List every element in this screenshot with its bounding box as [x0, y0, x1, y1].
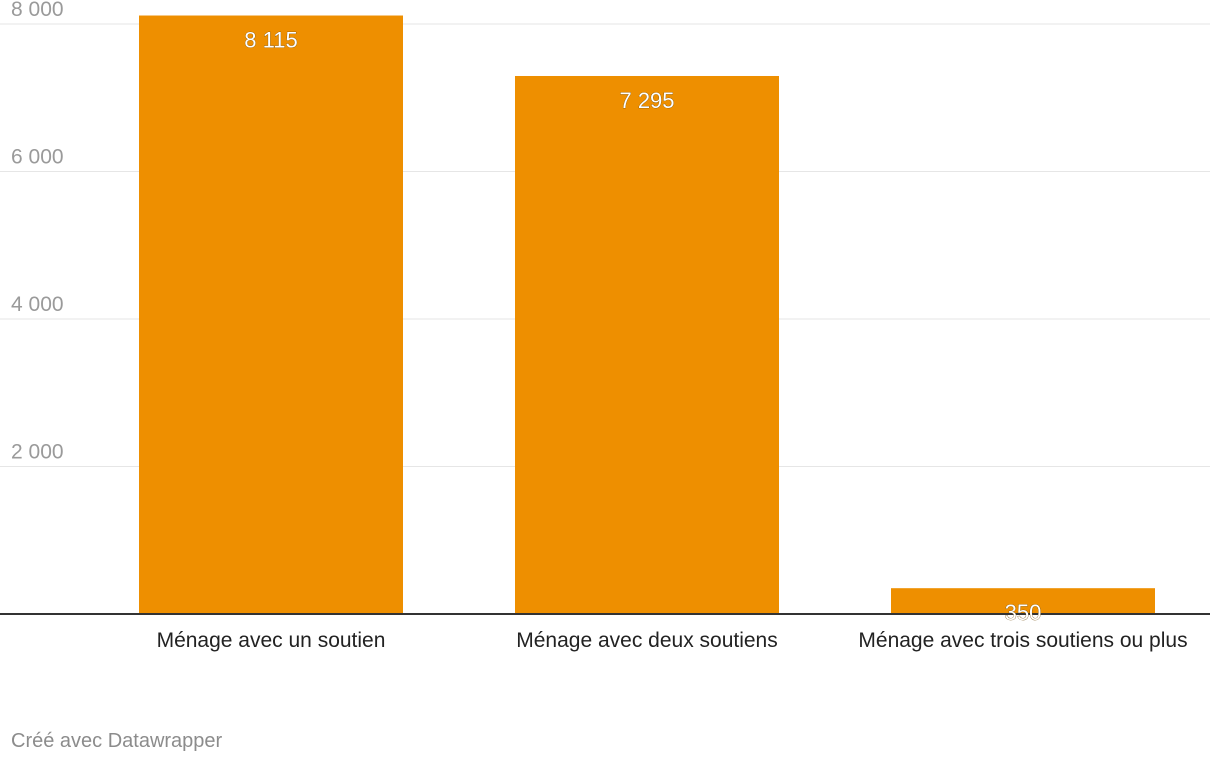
- x-category-label: Ménage avec deux soutiens: [516, 629, 778, 652]
- y-tick-label: 4 000: [11, 293, 64, 316]
- datawrapper-credit: Créé avec Datawrapper: [11, 730, 223, 752]
- x-axis-category-labels: Ménage avec un soutien Ménage avec deux s…: [157, 629, 1188, 652]
- x-category-label: Ménage avec trois soutiens ou plus: [858, 629, 1187, 652]
- bar-value-label: 7 295: [619, 88, 674, 113]
- x-category-label: Ménage avec un soutien: [157, 629, 386, 652]
- bar: [891, 588, 1155, 614]
- bar-value-label: 8 115: [244, 28, 297, 53]
- y-tick-label: 2 000: [11, 441, 64, 464]
- x-category-label-line: Ménage avec un soutien: [157, 629, 386, 652]
- bar: [515, 75, 779, 614]
- x-category-label-line: Ménage avec deux soutiens: [516, 629, 778, 652]
- y-tick-label: 8 000: [11, 0, 64, 21]
- bar: [139, 15, 403, 615]
- bars: [139, 15, 1155, 615]
- y-axis-tick-labels: 2 000 4 000 6 000 8 000: [11, 0, 64, 464]
- y-tick-label: 6 000: [11, 146, 64, 169]
- x-category-label-line: Ménage avec trois soutiens ou plus: [858, 629, 1187, 652]
- bar-value-label: 350: [1005, 600, 1042, 625]
- bar-value-labels: 8 115 7 295 350: [244, 27, 1042, 625]
